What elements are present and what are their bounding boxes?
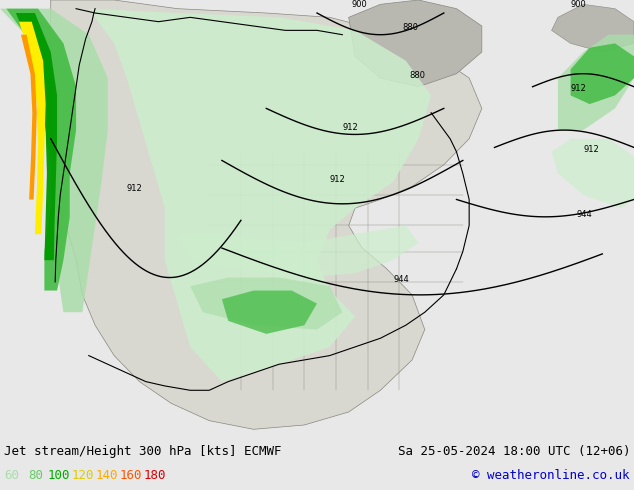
Text: 160: 160 [120, 469, 143, 483]
Text: 140: 140 [96, 469, 119, 483]
Polygon shape [21, 35, 37, 199]
Text: 912: 912 [127, 184, 143, 193]
Polygon shape [51, 0, 482, 429]
Text: 944: 944 [577, 210, 593, 219]
Text: 880: 880 [403, 24, 418, 32]
Text: 900: 900 [352, 0, 368, 8]
Polygon shape [222, 291, 317, 334]
Text: © weatheronline.co.uk: © weatheronline.co.uk [472, 469, 630, 483]
Text: 912: 912 [330, 175, 346, 184]
Polygon shape [6, 9, 76, 291]
Polygon shape [552, 4, 634, 52]
Text: 880: 880 [409, 71, 425, 80]
Text: 60: 60 [4, 469, 19, 483]
Text: 80: 80 [28, 469, 43, 483]
Polygon shape [89, 9, 431, 382]
Polygon shape [552, 139, 634, 208]
Text: Jet stream/Height 300 hPa [kts] ECMWF: Jet stream/Height 300 hPa [kts] ECMWF [4, 445, 281, 458]
Polygon shape [0, 9, 108, 312]
Polygon shape [19, 22, 46, 234]
Text: 120: 120 [72, 469, 94, 483]
Text: 180: 180 [144, 469, 167, 483]
Polygon shape [349, 0, 482, 87]
Polygon shape [190, 277, 342, 330]
Polygon shape [178, 225, 418, 277]
Text: 944: 944 [393, 275, 409, 284]
Text: 912: 912 [583, 145, 599, 154]
Polygon shape [16, 13, 57, 260]
Text: 912: 912 [571, 84, 586, 93]
Text: Sa 25-05-2024 18:00 UTC (12+06): Sa 25-05-2024 18:00 UTC (12+06) [398, 445, 630, 458]
Polygon shape [558, 35, 634, 130]
Polygon shape [571, 44, 634, 104]
Text: 100: 100 [48, 469, 70, 483]
Text: 912: 912 [342, 123, 358, 132]
Text: 900: 900 [571, 0, 586, 8]
